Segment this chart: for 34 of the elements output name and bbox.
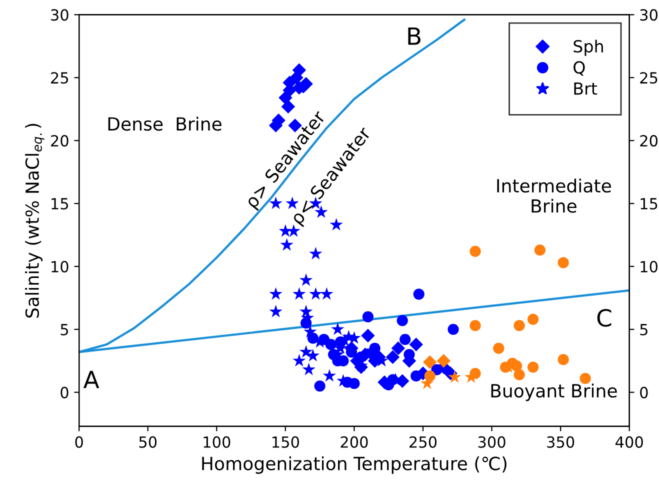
x-tick-label: 200 (340, 436, 368, 448)
x-tick-label: 250 (410, 436, 437, 448)
x-tick-label: 0 (75, 436, 83, 448)
legend-label: Q (574, 61, 585, 76)
x-axis-title: Homogenization Temperature (℃) (202, 456, 506, 474)
x-tick-label: 150 (272, 436, 299, 448)
legend-label: Sph (574, 40, 603, 56)
y2-tick-label: 30 (640, 9, 658, 21)
x-tick-label: 350 (547, 436, 574, 448)
annotation: Dense Brine (108, 116, 222, 131)
y-axis-title: Salinity (wt% NaCl$_{eq.}$) (25, 124, 44, 318)
y-tick-label: 20 (51, 135, 68, 147)
y2-tick-label: 0 (640, 386, 648, 398)
y-tick-label: 30 (51, 9, 68, 21)
y-tick-label: 0 (60, 386, 68, 398)
y-tick-label: 10 (52, 260, 68, 272)
x-tick-label: 400 (616, 436, 643, 448)
x-tick-label: 100 (204, 436, 230, 448)
annotation: A (83, 370, 100, 388)
y2-tick-label: 15 (640, 198, 658, 210)
annotation: Intermediate Brine (497, 178, 611, 213)
y2-tick-label: 25 (640, 72, 658, 84)
y2-tick-label: 10 (640, 260, 658, 272)
y-tick-label: 25 (51, 72, 68, 84)
x-tick-label: 300 (478, 436, 506, 448)
annotation: Buoyant Brine (491, 384, 617, 402)
y2-tick-label: 20 (640, 135, 658, 147)
x-tick-label: 50 (139, 436, 157, 448)
annotation: B (408, 28, 420, 45)
annotation: C (597, 308, 612, 327)
y-tick-label: 5 (60, 324, 68, 336)
y-tick-label: 15 (52, 198, 68, 210)
legend-label: Brt (574, 82, 598, 95)
y2-tick-label: 5 (640, 324, 648, 336)
